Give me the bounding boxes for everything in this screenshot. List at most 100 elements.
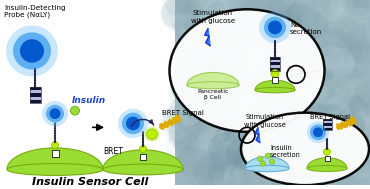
Circle shape bbox=[352, 101, 370, 125]
Circle shape bbox=[180, 20, 204, 43]
Circle shape bbox=[236, 86, 272, 121]
Circle shape bbox=[200, 58, 231, 89]
Circle shape bbox=[274, 43, 276, 45]
Circle shape bbox=[343, 134, 358, 149]
Circle shape bbox=[262, 163, 289, 189]
Circle shape bbox=[347, 149, 370, 178]
Polygon shape bbox=[307, 158, 347, 169]
Circle shape bbox=[268, 21, 282, 34]
Circle shape bbox=[214, 63, 223, 71]
Bar bbox=[30, 97, 40, 100]
Circle shape bbox=[187, 76, 202, 91]
Circle shape bbox=[34, 69, 36, 71]
Circle shape bbox=[186, 99, 220, 132]
Circle shape bbox=[269, 159, 275, 164]
Circle shape bbox=[176, 105, 198, 127]
Circle shape bbox=[269, 40, 296, 67]
Circle shape bbox=[240, 88, 254, 101]
Polygon shape bbox=[187, 73, 239, 85]
Circle shape bbox=[220, 161, 240, 180]
Circle shape bbox=[310, 55, 343, 86]
Circle shape bbox=[316, 150, 332, 166]
Circle shape bbox=[175, 120, 200, 144]
Circle shape bbox=[295, 33, 306, 44]
Circle shape bbox=[346, 34, 370, 64]
Circle shape bbox=[142, 131, 144, 133]
Circle shape bbox=[310, 119, 333, 141]
Circle shape bbox=[238, 142, 266, 170]
Circle shape bbox=[241, 137, 255, 150]
Circle shape bbox=[320, 168, 341, 189]
Circle shape bbox=[233, 124, 256, 146]
Circle shape bbox=[253, 7, 266, 19]
Circle shape bbox=[326, 148, 328, 150]
Circle shape bbox=[322, 50, 341, 69]
Circle shape bbox=[178, 4, 191, 17]
Circle shape bbox=[126, 117, 140, 130]
Circle shape bbox=[276, 147, 292, 163]
Circle shape bbox=[359, 159, 370, 173]
Circle shape bbox=[184, 0, 212, 28]
Circle shape bbox=[228, 59, 248, 78]
Circle shape bbox=[34, 84, 36, 86]
Circle shape bbox=[281, 79, 309, 106]
Circle shape bbox=[233, 97, 244, 107]
Circle shape bbox=[282, 12, 302, 32]
Circle shape bbox=[229, 45, 264, 79]
Circle shape bbox=[208, 1, 226, 19]
Circle shape bbox=[202, 6, 237, 41]
Circle shape bbox=[173, 33, 195, 54]
Circle shape bbox=[232, 131, 244, 143]
Circle shape bbox=[221, 81, 256, 116]
Circle shape bbox=[217, 124, 232, 138]
Circle shape bbox=[180, 75, 204, 98]
Circle shape bbox=[34, 67, 36, 70]
Circle shape bbox=[216, 2, 249, 34]
Circle shape bbox=[235, 153, 256, 173]
Circle shape bbox=[274, 53, 276, 55]
FancyBboxPatch shape bbox=[175, 0, 370, 185]
Circle shape bbox=[279, 143, 300, 165]
Circle shape bbox=[226, 139, 254, 167]
Circle shape bbox=[258, 173, 279, 189]
Circle shape bbox=[313, 127, 323, 137]
Text: BRET: BRET bbox=[103, 147, 123, 156]
Circle shape bbox=[331, 72, 343, 84]
Circle shape bbox=[167, 50, 186, 69]
Circle shape bbox=[172, 62, 206, 95]
Circle shape bbox=[273, 123, 281, 131]
Circle shape bbox=[182, 15, 218, 49]
Circle shape bbox=[326, 142, 328, 144]
Circle shape bbox=[357, 12, 370, 25]
Circle shape bbox=[220, 53, 233, 66]
Circle shape bbox=[296, 169, 320, 189]
Circle shape bbox=[220, 122, 247, 149]
Circle shape bbox=[282, 106, 302, 125]
Circle shape bbox=[287, 142, 311, 165]
Circle shape bbox=[280, 73, 306, 98]
Circle shape bbox=[364, 101, 370, 113]
Circle shape bbox=[185, 137, 208, 159]
Circle shape bbox=[326, 146, 328, 149]
Circle shape bbox=[292, 1, 318, 27]
Circle shape bbox=[34, 70, 36, 73]
Circle shape bbox=[224, 148, 260, 183]
Circle shape bbox=[342, 124, 363, 145]
Circle shape bbox=[314, 67, 333, 85]
Circle shape bbox=[301, 81, 327, 106]
Circle shape bbox=[193, 37, 211, 55]
Circle shape bbox=[230, 151, 243, 163]
Bar bbox=[30, 87, 40, 90]
Circle shape bbox=[248, 69, 271, 91]
Circle shape bbox=[284, 26, 304, 46]
Circle shape bbox=[284, 56, 302, 74]
Circle shape bbox=[343, 114, 370, 146]
Circle shape bbox=[189, 111, 198, 121]
Circle shape bbox=[164, 116, 195, 146]
Circle shape bbox=[34, 74, 36, 76]
Bar bbox=[270, 62, 280, 65]
Circle shape bbox=[54, 139, 56, 141]
Circle shape bbox=[362, 17, 370, 26]
Circle shape bbox=[162, 106, 191, 135]
Circle shape bbox=[233, 162, 261, 188]
